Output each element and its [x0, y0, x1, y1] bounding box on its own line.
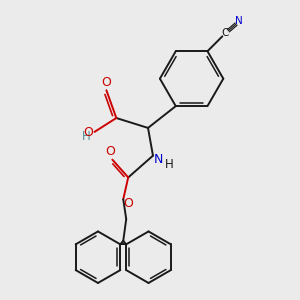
- Text: C: C: [222, 28, 229, 38]
- Text: H: H: [164, 158, 173, 171]
- Text: O: O: [84, 126, 94, 140]
- Text: H: H: [82, 130, 91, 143]
- Text: O: O: [123, 197, 133, 210]
- Text: N: N: [235, 16, 243, 26]
- Text: O: O: [105, 145, 115, 158]
- Text: N: N: [154, 153, 164, 166]
- Text: O: O: [101, 76, 111, 89]
